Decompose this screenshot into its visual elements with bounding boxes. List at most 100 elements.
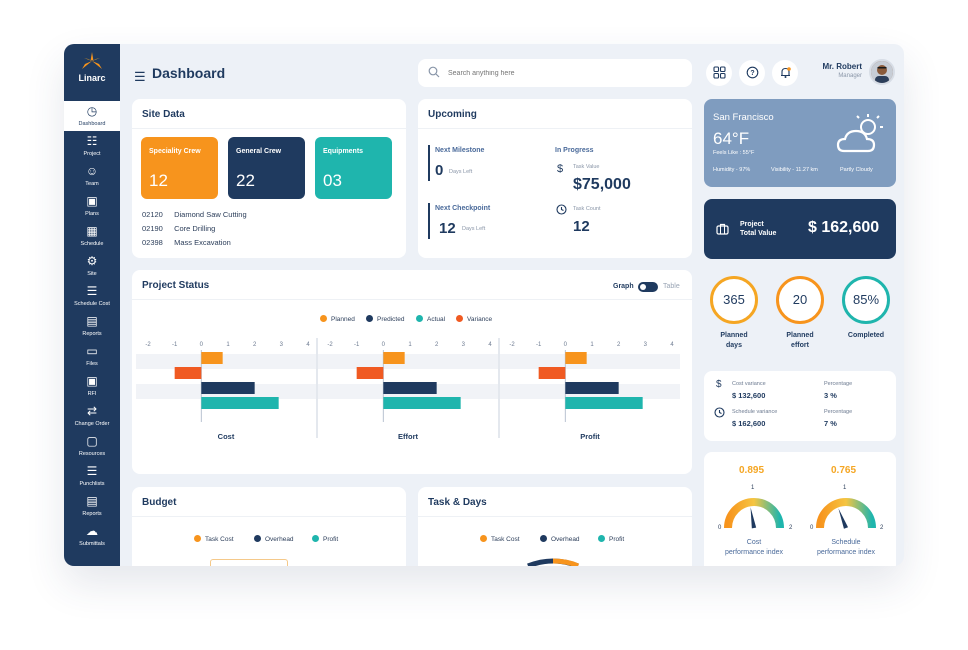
tile-label: Equipments: [323, 148, 364, 155]
x-tick-label: 3: [280, 342, 284, 348]
gauge-tick-max: 2: [880, 525, 884, 531]
label-line: Total Value: [740, 230, 777, 237]
plans-icon: ▣: [86, 194, 98, 208]
menu-toggle-icon[interactable]: ☰: [134, 69, 146, 84]
general-crew-tile[interactable]: General Crew 22: [228, 137, 305, 199]
x-tick-label: 1: [226, 342, 230, 348]
legend-dot: [416, 315, 423, 322]
weather-humidity: Humidity - 97%: [713, 167, 751, 173]
sidebar-item-files[interactable]: ▭ Files: [64, 341, 120, 371]
bar-predicted: [565, 382, 619, 394]
gauge-needle: [750, 507, 757, 529]
schedule-cost-icon: ☰: [86, 284, 98, 298]
bar-variance: [538, 367, 566, 379]
divider: [132, 128, 406, 129]
sidebar-item-change-order[interactable]: ⇄ Change Order: [64, 401, 120, 431]
search-input[interactable]: [448, 65, 678, 81]
legend-dot: [320, 315, 327, 322]
sidebar-item-punchlists[interactable]: ☰ Punchlists: [64, 461, 120, 491]
next-milestone-unit: Days Left: [449, 169, 473, 175]
help-button[interactable]: ?: [739, 60, 765, 86]
sidebar-item-reports[interactable]: ▤ Reports: [64, 491, 120, 521]
brand-name: Linarc: [78, 73, 106, 83]
sidebar-item-dashboard[interactable]: ◷ Dashboard: [64, 101, 120, 131]
legend-label: Profit: [323, 536, 339, 543]
list-item[interactable]: 02190 Core Drilling: [142, 224, 215, 233]
cpi-gauge: [724, 498, 784, 529]
dollar-icon: $: [557, 163, 564, 175]
legend-dot: [194, 535, 201, 542]
sidebar-item-project[interactable]: ☷ Project: [64, 131, 120, 161]
sidebar-item-schedule[interactable]: ▦ Schedule: [64, 221, 120, 251]
x-tick-label: 0: [564, 342, 568, 348]
apps-button[interactable]: [706, 60, 732, 86]
legend-item-overhead: Overhead: [540, 535, 580, 543]
legend-label: Profit: [609, 536, 625, 543]
next-milestone-value: 0: [435, 162, 444, 179]
label-line: effort: [791, 342, 809, 349]
list-item[interactable]: 02120 Diamond Saw Cutting: [142, 210, 247, 219]
sidebar-item-label: Site: [87, 271, 97, 277]
legend-item-profit: Profit: [312, 535, 338, 543]
next-checkpoint-unit: Days Left: [462, 226, 486, 232]
kpi-completed[interactable]: 85% Completed: [836, 276, 896, 341]
sidebar-item-reports[interactable]: ▤ Reports: [64, 311, 120, 341]
legend-item-task-cost: Task Cost: [194, 535, 234, 543]
list-item[interactable]: 02398 Mass Excavation: [142, 238, 231, 247]
sidebar-item-label: Change Order: [74, 421, 110, 427]
tile-value: 03: [323, 171, 342, 190]
rfi-icon: ▣: [86, 374, 98, 388]
user-role: Manager: [838, 73, 862, 79]
bell-icon: [780, 67, 791, 78]
clock-icon: [556, 204, 567, 215]
schedule-percentage-label: Percentage: [824, 409, 853, 415]
graph-table-toggle[interactable]: [638, 282, 658, 292]
card-title: Upcoming: [428, 109, 477, 120]
search-bar[interactable]: [418, 59, 692, 87]
sidebar-item-resources[interactable]: ▢ Resources: [64, 431, 120, 461]
sidebar-item-plans[interactable]: ▣ Plans: [64, 191, 120, 221]
dollar-icon: $: [716, 379, 722, 390]
legend-item-task-cost: Task Cost: [480, 535, 520, 543]
divider: [418, 128, 692, 129]
schedule-variance-label: Schedule variance: [732, 409, 778, 415]
card-title: Budget: [142, 497, 177, 508]
code-number: 02120: [142, 210, 163, 219]
sidebar-item-submittals[interactable]: ☁ Submittals: [64, 521, 120, 551]
reports-icon: ▤: [86, 314, 98, 328]
sidebar-item-team[interactable]: ☺ Team: [64, 161, 120, 191]
x-tick-label: 2: [617, 342, 621, 348]
card-title: Project Status: [142, 280, 210, 291]
avatar[interactable]: [869, 59, 895, 85]
tile-value: 22: [236, 171, 255, 190]
legend-label: Actual: [427, 316, 446, 323]
kpi-planned-effort[interactable]: 20 Planned effort: [770, 276, 830, 351]
user-photo-icon: [871, 61, 893, 83]
row-stripe: [500, 354, 680, 369]
sidebar-item-rfi[interactable]: ▣ RFI: [64, 371, 120, 401]
x-tick-label: -2: [509, 342, 515, 348]
divider: [132, 299, 692, 300]
kpi-label: Planned days: [704, 331, 764, 351]
spi-label: Schedule performance index: [796, 538, 896, 558]
notifications-button[interactable]: [772, 60, 798, 86]
brand-logo[interactable]: Linarc: [64, 50, 120, 83]
equipments-tile[interactable]: Equipments 03: [315, 137, 392, 199]
gauge-tick-mid: 1: [751, 485, 755, 491]
weather-card: San Francisco 64°F Feels Like : 55°F Hum…: [704, 99, 896, 187]
row-stripe: [136, 354, 316, 369]
sidebar-item-site[interactable]: ⚙ Site: [64, 251, 120, 281]
x-tick-label: 4: [670, 342, 674, 348]
schedule-icon: ▦: [86, 224, 98, 238]
bar-variance: [174, 367, 202, 379]
help-icon: ?: [746, 66, 758, 79]
x-tick-label: 1: [590, 342, 594, 348]
variance-card: $ Cost variance $ 132,600 Percentage 3 %…: [704, 371, 896, 441]
x-tick-label: -1: [354, 342, 360, 348]
kpi-planned-days[interactable]: 365 Planned days: [704, 276, 764, 351]
spi-gauge: [816, 498, 876, 529]
next-milestone-label: Next Milestone: [435, 147, 485, 154]
sidebar-item-schedule-cost[interactable]: ☰ Schedule Cost: [64, 281, 120, 311]
speciality-crew-tile[interactable]: Speciality Crew 12: [141, 137, 218, 199]
x-tick-label: 3: [644, 342, 648, 348]
